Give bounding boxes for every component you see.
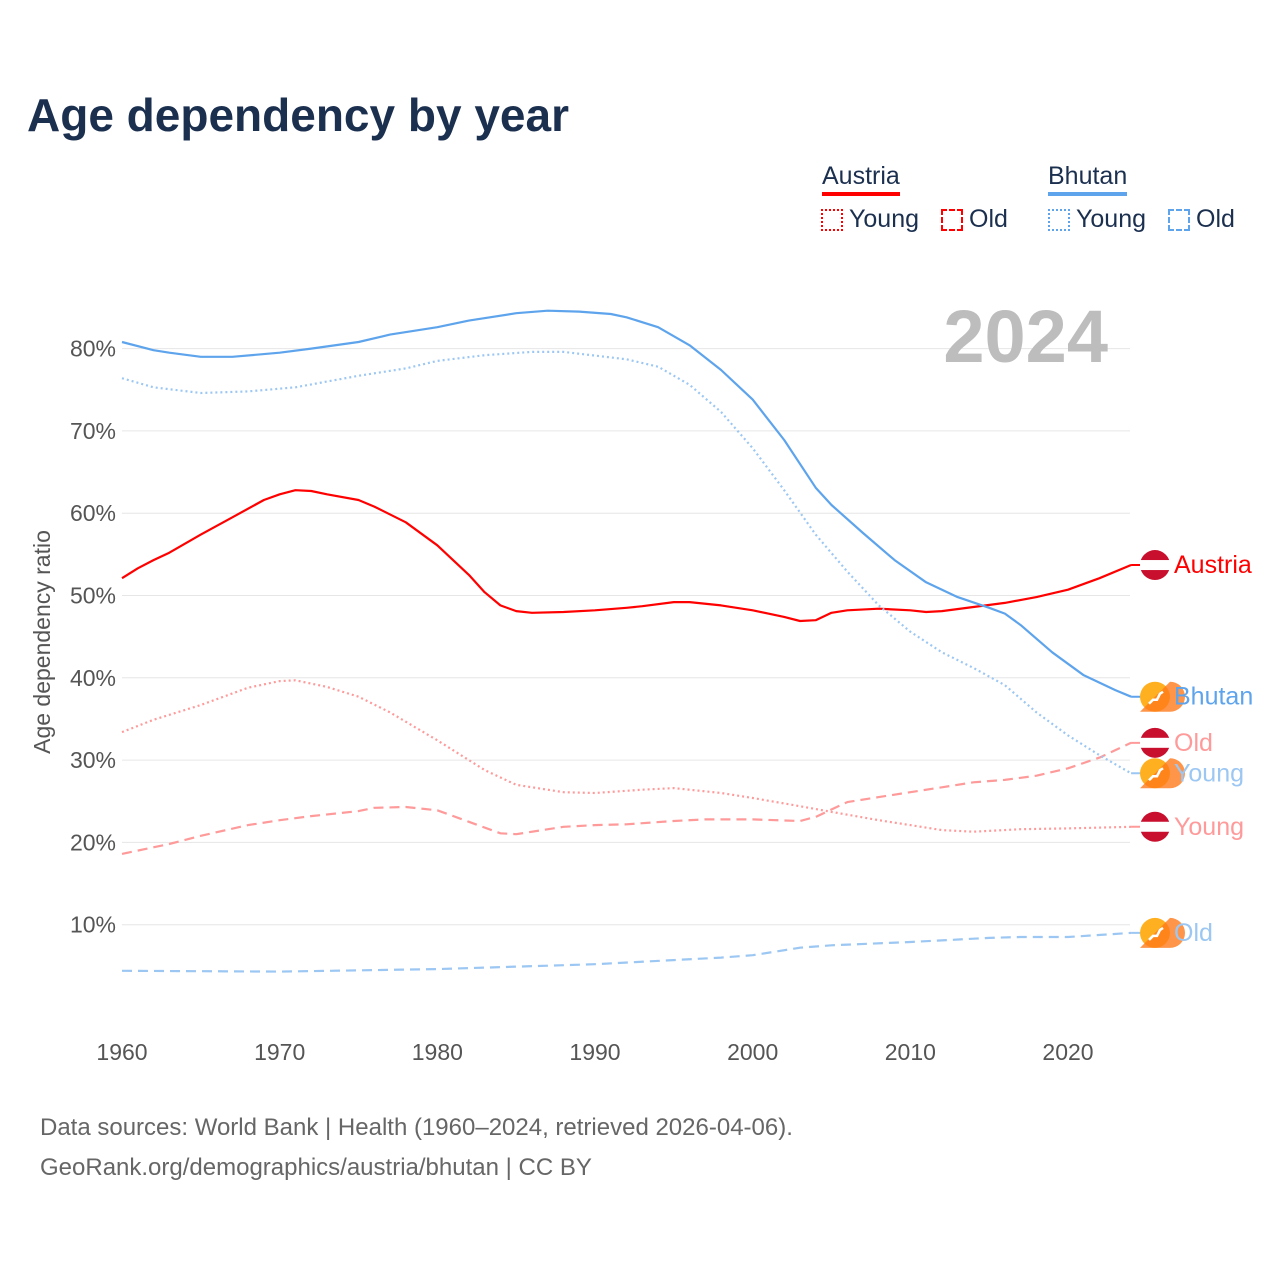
source-url[interactable]: GeoRank.org/demographics/austria/bhutan … bbox=[40, 1154, 592, 1181]
end-label: Young bbox=[1174, 759, 1244, 787]
end-label: Young bbox=[1174, 813, 1244, 841]
y-tick-label: 40% bbox=[70, 665, 116, 691]
dotted-line-swatch-icon bbox=[1048, 208, 1070, 231]
bhutan-flag-icon bbox=[1140, 917, 1186, 948]
austria-flag-icon bbox=[1140, 811, 1170, 842]
x-tick-label: 2010 bbox=[885, 1039, 936, 1065]
y-tick-label: 20% bbox=[70, 829, 116, 855]
dashed-line-swatch-icon bbox=[1168, 208, 1190, 231]
end-label: Old bbox=[1174, 919, 1213, 947]
series-line-austria bbox=[121, 489, 1132, 623]
y-tick-label: 30% bbox=[70, 747, 116, 773]
x-tick-label: 1970 bbox=[254, 1039, 305, 1065]
austria-flag-icon bbox=[1140, 727, 1170, 758]
legend-austria-young: Young bbox=[821, 205, 919, 234]
legend-label: Old bbox=[1196, 205, 1235, 233]
end-label: Austria bbox=[1174, 551, 1252, 579]
series-line-austria-young bbox=[121, 679, 1132, 833]
legend-label: Young bbox=[1076, 205, 1146, 233]
legend-bhutan: Bhutan bbox=[1048, 162, 1128, 196]
series-line-bhutan bbox=[121, 309, 1132, 698]
source-note: Data sources: World Bank | Health (1960–… bbox=[40, 1108, 793, 1188]
x-tick-label: 2020 bbox=[1042, 1039, 1093, 1065]
x-tick-label: 1980 bbox=[412, 1039, 463, 1065]
year-watermark: 2024 bbox=[943, 295, 1108, 378]
legend-bhutan-old: Old bbox=[1168, 205, 1235, 234]
austria-flag-icon bbox=[1140, 550, 1170, 581]
series-line-bhutan-young bbox=[121, 350, 1132, 775]
y-tick-label: 50% bbox=[70, 583, 116, 609]
x-tick-label: 1960 bbox=[96, 1039, 147, 1065]
x-tick-label: 1990 bbox=[569, 1039, 620, 1065]
chart-title: Age dependency by year bbox=[27, 89, 569, 141]
bhutan-flag-icon bbox=[1140, 758, 1186, 789]
y-tick-label: 70% bbox=[70, 418, 116, 444]
legend-bhutan-young: Young bbox=[1048, 205, 1146, 234]
legend-label: Old bbox=[969, 205, 1008, 233]
bhutan-flag-icon bbox=[1140, 681, 1186, 712]
series-line-austria-old bbox=[121, 741, 1132, 855]
y-tick-label: 80% bbox=[70, 336, 116, 362]
legend-label: Young bbox=[849, 205, 919, 233]
end-label: Bhutan bbox=[1174, 683, 1253, 711]
series-line-bhutan-old bbox=[121, 931, 1132, 973]
source-line: Data sources: World Bank | Health (1960–… bbox=[40, 1114, 793, 1141]
legend-austria-old: Old bbox=[941, 205, 1008, 234]
y-tick-label: 60% bbox=[70, 500, 116, 526]
dotted-line-swatch-icon bbox=[821, 208, 843, 231]
legend-austria: Austria bbox=[822, 162, 900, 196]
y-tick-label: 10% bbox=[70, 912, 116, 938]
x-tick-label: 2000 bbox=[727, 1039, 778, 1065]
dashed-line-swatch-icon bbox=[941, 208, 963, 231]
y-axis-label: Age dependency ratio bbox=[29, 530, 55, 754]
end-label: Old bbox=[1174, 729, 1213, 757]
